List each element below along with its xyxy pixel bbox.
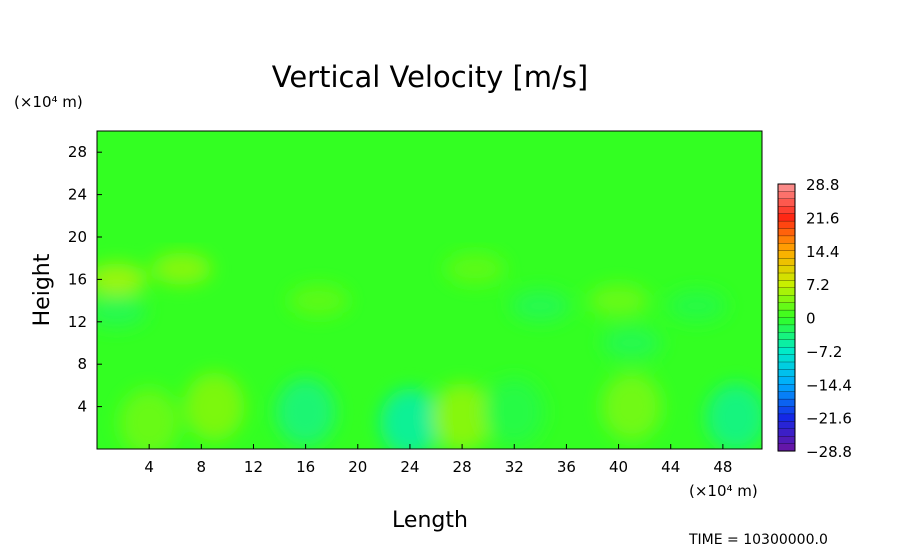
chart-title: Vertical Velocity [m/s]	[272, 60, 589, 94]
colorbar-swatch	[777, 309, 796, 319]
colorbar-swatch	[777, 183, 796, 192]
colorbar-swatch	[777, 206, 796, 215]
field-feature	[510, 289, 571, 322]
x-tick-label: 4	[144, 458, 154, 476]
colorbar-tick-label: 7.2	[806, 276, 830, 294]
x-axis-label: Length	[392, 508, 468, 533]
y-tick-label: 4	[77, 398, 87, 416]
x-tick-label: 32	[505, 458, 524, 476]
colorbar-swatch	[777, 235, 796, 244]
colorbar-swatch	[777, 228, 796, 237]
colorbar-swatch	[777, 332, 796, 341]
y-tick-label: 28	[68, 143, 87, 161]
colorbar-swatch	[777, 317, 796, 326]
colorbar-swatch	[777, 287, 796, 296]
colorbar-swatch	[777, 369, 796, 378]
time-label: TIME = 10300000.0	[688, 532, 828, 544]
colorbar-swatch	[777, 443, 796, 452]
colorbar-swatch	[777, 361, 796, 370]
colorbar-swatch	[777, 354, 796, 363]
field-feature	[666, 289, 727, 322]
field-feature	[588, 284, 649, 317]
field-feature	[601, 372, 662, 441]
x-tick-label: 12	[244, 458, 263, 476]
colorbar-swatch	[777, 258, 796, 267]
colorbar-swatch	[777, 295, 796, 304]
colorbar-tick-label: 14.4	[806, 243, 839, 261]
y-tick-label: 20	[68, 228, 87, 246]
x-tick-label: 44	[661, 458, 680, 476]
colorbar-tick-label: −14.4	[806, 376, 852, 394]
colorbar-swatch	[777, 376, 796, 385]
field-feature	[151, 252, 212, 285]
colorbar-swatch	[777, 250, 796, 259]
x-tick-label: 20	[348, 458, 367, 476]
colorbar-swatch	[777, 391, 796, 400]
field-feature	[432, 383, 493, 449]
plot-area	[96, 130, 763, 450]
colorbar-swatch	[777, 272, 796, 281]
colorbar-swatch	[777, 265, 796, 274]
colorbar-swatch	[777, 198, 796, 207]
colorbar-swatch	[777, 213, 796, 222]
colorbar-tick-label: 28.8	[806, 176, 839, 194]
plot-frame	[96, 130, 763, 450]
colorbar-tick-label: 0	[806, 310, 816, 328]
x-tick-label: 16	[296, 458, 315, 476]
colorbar-swatch	[777, 421, 796, 430]
colorbar-swatch	[777, 191, 796, 200]
colorbar: 28.8 21.6 14.4 7.2 0 −7.2 −14.4 −21.6 −28.8	[777, 176, 852, 461]
y-tick-label: 12	[68, 313, 87, 331]
y-axis-label: Height	[30, 253, 55, 326]
colorbar-swatch	[777, 280, 796, 289]
x-unit-label: (×10⁴ m)	[689, 482, 758, 500]
field-feature	[705, 383, 762, 449]
colorbar-swatch	[777, 339, 796, 348]
field-feature	[379, 388, 440, 449]
y-axis-ticks: 4 8 12 16 20 24 28	[68, 143, 102, 416]
colorbar-swatch	[777, 428, 796, 437]
colorbar-swatch	[777, 302, 796, 311]
colorbar-tick-label: −28.8	[806, 443, 852, 461]
x-tick-label: 40	[609, 458, 628, 476]
x-tick-label: 48	[713, 458, 732, 476]
colorbar-swatch	[777, 347, 796, 356]
colorbar-swatch	[777, 384, 796, 393]
x-tick-label: 24	[400, 458, 419, 476]
field-feature	[119, 388, 180, 449]
x-tick-label: 36	[557, 458, 576, 476]
colorbar-swatch	[777, 398, 796, 408]
field-feature	[601, 327, 662, 359]
field-feature	[445, 252, 506, 285]
x-tick-label: 28	[453, 458, 472, 476]
colorbar-swatch	[777, 324, 796, 333]
y-tick-label: 16	[68, 270, 87, 288]
field-feature	[184, 372, 245, 441]
field-feature	[97, 295, 147, 328]
field-feature	[275, 377, 336, 446]
y-unit-label: (×10⁴ m)	[14, 93, 83, 111]
colorbar-frame	[777, 183, 796, 452]
y-tick-label: 8	[77, 355, 87, 373]
colorbar-tick-label: −21.6	[806, 410, 852, 428]
colorbar-swatch	[777, 406, 796, 415]
colorbar-tick-label: 21.6	[806, 209, 839, 227]
x-axis-ticks: 4 8 12 16 20 24 28 32 36 40 44 48	[144, 444, 732, 476]
field-feature	[484, 377, 545, 446]
colorbar-swatch	[777, 413, 796, 422]
colorbar-swatch	[777, 220, 796, 230]
y-tick-label: 24	[68, 186, 87, 204]
colorbar-swatch	[777, 243, 796, 252]
x-tick-label: 8	[197, 458, 207, 476]
colorbar-tick-label: −7.2	[806, 343, 842, 361]
colorbar-swatch	[777, 436, 796, 445]
field-feature	[288, 284, 349, 317]
field-feature	[97, 263, 147, 296]
